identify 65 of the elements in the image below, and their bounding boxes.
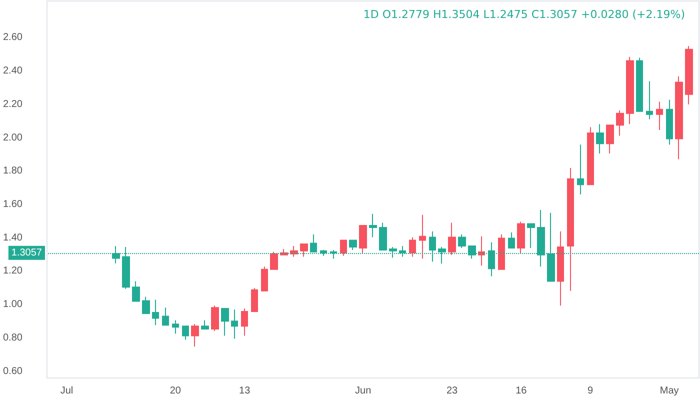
candlestick [349,240,357,251]
y-tick-label: 1.80 [3,166,23,177]
candlestick [577,144,584,195]
candlestick [191,324,199,347]
ref-line-label: 1.3057 [11,247,42,258]
candlestick [508,232,515,249]
x-tick-label: 20 [170,386,182,396]
x-tick-label: May [660,386,679,396]
x-tick-label: 9 [588,386,594,396]
candlestick [300,244,308,258]
candlestick [458,234,466,249]
text: 1D O1.2779 H1.3504 L1.2475 C1.3057 +0.0280 (+2.19%) [363,8,686,21]
x-tick-label: 23 [446,386,458,396]
candlestick [340,240,347,256]
candlestick [261,266,268,292]
candlestick [142,296,150,314]
candlestick [251,288,258,312]
candlestick [152,299,159,326]
candlestick [527,223,535,249]
candlestick [231,308,238,340]
y-tick-label: 1.60 [3,199,23,210]
candlestick [369,213,377,238]
candlestick [162,307,169,326]
candlestick [626,56,634,125]
candlestick [270,251,278,270]
candlestick [448,222,456,256]
x-tick-label: Jul [60,386,74,396]
candlestick [616,110,624,136]
y-tick-label: 1.40 [3,232,23,244]
candlestick [221,308,229,336]
candlestick [241,308,248,336]
candlestick [636,57,643,112]
candlestick [606,124,614,154]
candlestick [656,101,663,130]
y-tick-label: 2.00 [3,132,23,144]
candlestick [172,320,179,334]
candlestick [419,214,426,260]
y-tick-label: 2.40 [3,66,23,77]
candlestick [557,230,564,306]
x-tick-label: Jun [355,386,372,396]
candlestick [132,280,140,302]
x-tick-label: 13 [239,386,251,396]
y-tick-label: 2.20 [3,98,23,110]
y-tick-label: 1.20 [3,266,23,277]
candlestick [478,236,485,266]
candlestick [211,305,219,332]
candlestick [359,225,367,254]
candlestick [517,221,525,254]
candlestick [409,236,416,258]
candlestick [675,76,683,160]
candlestick [498,234,505,270]
candlestick [587,126,594,186]
x-tick-label: 16 [516,386,528,396]
candlestick [646,80,653,120]
candlestick [567,167,574,292]
candlestick [685,46,693,105]
candlestick [379,222,387,251]
candlestick [666,99,673,146]
candlestick [596,124,604,154]
y-tick-label: 0.60 [3,366,23,377]
y-tick-label: 2.60 [3,32,23,44]
y-tick-label: 1.00 [3,299,23,310]
candlestick [182,326,189,340]
y-tick-label: 0.80 [3,332,23,344]
candlestick [201,320,209,330]
